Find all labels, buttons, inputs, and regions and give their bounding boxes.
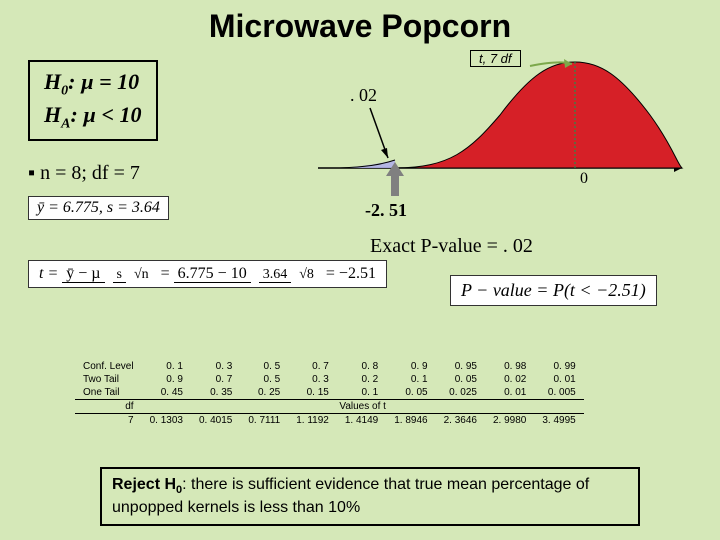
t-table: Conf. Level 0. 10. 30. 5 0. 70. 80. 9 0.… xyxy=(75,360,584,427)
reject-box: Reject H0: there is sufficient evidence … xyxy=(100,467,640,526)
table-row-onetail: One Tail 0. 450. 350. 25 0. 150. 10. 05 … xyxy=(75,386,584,400)
exact-p-label: Exact P-value = . 02 xyxy=(370,235,533,258)
table-row-twotail: Two Tail 0. 90. 70. 5 0. 30. 20. 1 0. 05… xyxy=(75,373,584,386)
neg251-label: -2. 51 xyxy=(365,200,407,221)
t-formula-box: t = ȳ − µ s √n = 6.775 − 10 3.64 √8 = −2… xyxy=(28,260,387,288)
zero-label: 0 xyxy=(580,170,588,188)
t-df-label: t, 7 df xyxy=(470,50,521,67)
ha-line: HA: µ < 10 xyxy=(44,101,142,134)
mean-sd-box: ȳ = 6.775, s = 3.64 xyxy=(28,196,169,220)
n-df-line: ▪ n = 8; df = 7 xyxy=(28,162,140,185)
p-value-formula-box: P − value = P(t < −2.51) xyxy=(450,275,657,306)
table-row-conf: Conf. Level 0. 10. 30. 5 0. 70. 80. 9 0.… xyxy=(75,360,584,373)
table-row-7: 7 0. 13030. 40150. 7111 1. 11921. 41491.… xyxy=(75,414,584,428)
page-title: Microwave Popcorn xyxy=(0,0,720,45)
p02-label: . 02 xyxy=(350,85,377,106)
h0-line: H0: µ = 10 xyxy=(44,68,142,101)
hypothesis-box: H0: µ = 10 HA: µ < 10 xyxy=(28,60,158,141)
distribution-chart: t, 7 df . 02 0 -2. 51 xyxy=(310,50,690,230)
table-row-mid: df Values of t xyxy=(75,400,584,414)
